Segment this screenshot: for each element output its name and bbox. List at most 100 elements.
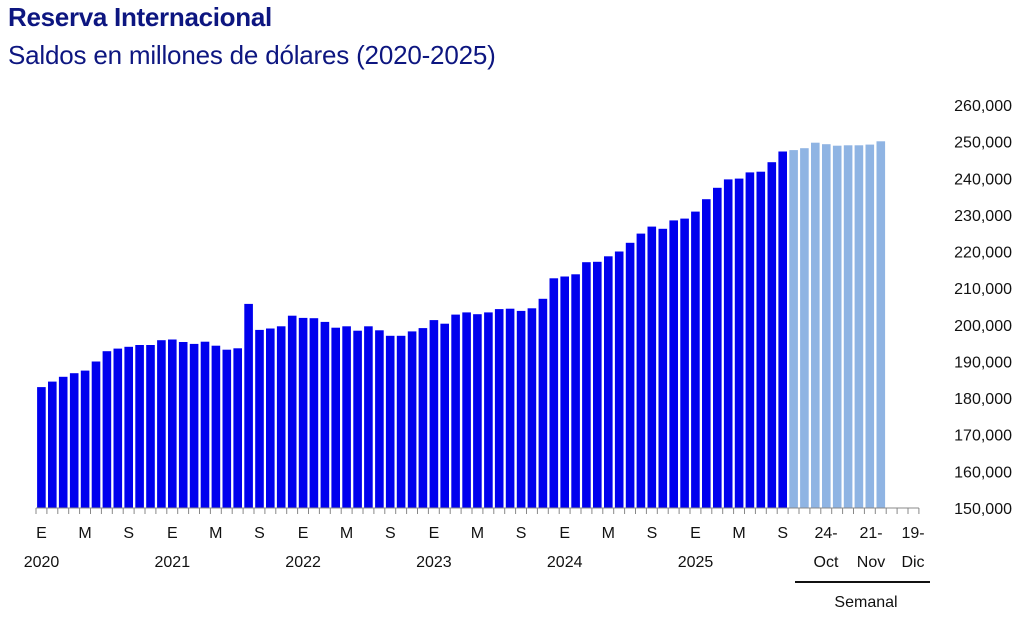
bar	[713, 187, 722, 509]
x-weekly-label: Oct	[814, 554, 839, 571]
x-weekly-label: 24-	[814, 525, 837, 542]
bar	[135, 345, 144, 508]
bar	[473, 314, 482, 508]
bar	[778, 151, 787, 508]
bar	[865, 144, 875, 508]
bar	[91, 361, 101, 508]
y-tick-label: 180,000	[954, 391, 1012, 408]
bar	[756, 171, 766, 508]
x-month-label: S	[647, 525, 658, 542]
x-year-label: 2024	[547, 554, 583, 571]
bar	[342, 326, 351, 508]
bar	[571, 274, 580, 508]
bar	[832, 145, 842, 508]
bar	[211, 345, 221, 508]
bar	[37, 387, 46, 508]
bar	[375, 330, 384, 508]
x-weekly-label: 19-	[901, 525, 924, 542]
bar	[407, 331, 417, 508]
x-month-label: E	[559, 525, 570, 542]
bar	[69, 373, 79, 508]
x-month-label: E	[298, 525, 309, 542]
x-year-label: 2021	[155, 554, 191, 571]
y-tick-label: 230,000	[954, 208, 1012, 225]
x-month-label: M	[209, 525, 222, 542]
bar	[636, 233, 646, 508]
bar	[244, 303, 253, 508]
bar	[266, 328, 275, 508]
bar	[298, 317, 308, 508]
bar	[287, 315, 297, 508]
x-axis: E M S E M S E M S E M S E M S E M S 2020 2021 2022 2023 2024 20…	[24, 507, 930, 611]
x-weekly-label: Dic	[901, 554, 924, 571]
bar	[582, 262, 591, 508]
x-month-label: S	[385, 525, 396, 542]
bar	[691, 211, 700, 508]
x-weekly-label: 21-	[859, 525, 882, 542]
y-tick-label: 250,000	[954, 135, 1012, 152]
y-axis: 150,000 160,000 170,000 180,000 190,000 200,0…	[954, 98, 1012, 518]
bar	[505, 308, 515, 508]
bar	[494, 309, 504, 508]
chart-subtitle: Saldos en millones de dólares (2020-2025…	[8, 40, 496, 70]
bar	[233, 348, 242, 508]
bar	[396, 335, 406, 508]
x-year-label: 2020	[24, 554, 60, 571]
y-tick-label: 190,000	[954, 355, 1012, 372]
bar	[48, 381, 57, 508]
x-month-label: S	[516, 525, 527, 542]
bar	[647, 226, 657, 508]
x-month-label: E	[429, 525, 440, 542]
bar	[789, 150, 798, 508]
bar	[178, 342, 188, 508]
y-tick-label: 200,000	[954, 318, 1012, 335]
bar	[669, 220, 678, 508]
bar	[593, 261, 602, 508]
bar	[625, 242, 635, 509]
x-month-label: E	[36, 525, 47, 542]
bar	[189, 343, 199, 508]
x-month-label: M	[471, 525, 484, 542]
x-month-label: M	[602, 525, 615, 542]
bar	[800, 148, 809, 508]
bar	[527, 308, 537, 508]
x-month-label: S	[777, 525, 788, 542]
bar	[146, 345, 155, 508]
bar	[200, 341, 210, 508]
bar	[440, 323, 449, 508]
bar	[157, 340, 166, 508]
bar	[364, 326, 373, 508]
bar	[102, 351, 112, 508]
chart-title: Reserva Internacional	[8, 2, 272, 32]
x-year-label: 2022	[285, 554, 321, 571]
bar	[734, 178, 744, 508]
y-tick-label: 260,000	[954, 98, 1012, 115]
bar	[680, 218, 689, 508]
x-month-label: M	[78, 525, 91, 542]
bar	[385, 335, 395, 508]
bar	[876, 141, 886, 509]
bar	[429, 320, 439, 508]
bar	[604, 256, 613, 508]
bars-group	[37, 141, 886, 509]
weekly-section-label: Semanal	[834, 594, 897, 611]
bar	[484, 312, 493, 508]
bar	[560, 276, 569, 508]
x-month-label: S	[123, 525, 134, 542]
bar	[745, 172, 755, 508]
bar	[614, 251, 624, 508]
bar	[168, 339, 177, 508]
bar	[822, 144, 831, 508]
bar	[549, 278, 559, 508]
y-tick-label: 240,000	[954, 171, 1012, 188]
bar	[113, 348, 123, 508]
bar	[723, 179, 733, 508]
x-month-label: E	[167, 525, 178, 542]
x-month-label: E	[690, 525, 701, 542]
bar	[854, 145, 864, 509]
bar	[320, 321, 330, 508]
x-month-label: M	[340, 525, 353, 542]
bar	[516, 310, 526, 508]
bar	[658, 228, 668, 509]
